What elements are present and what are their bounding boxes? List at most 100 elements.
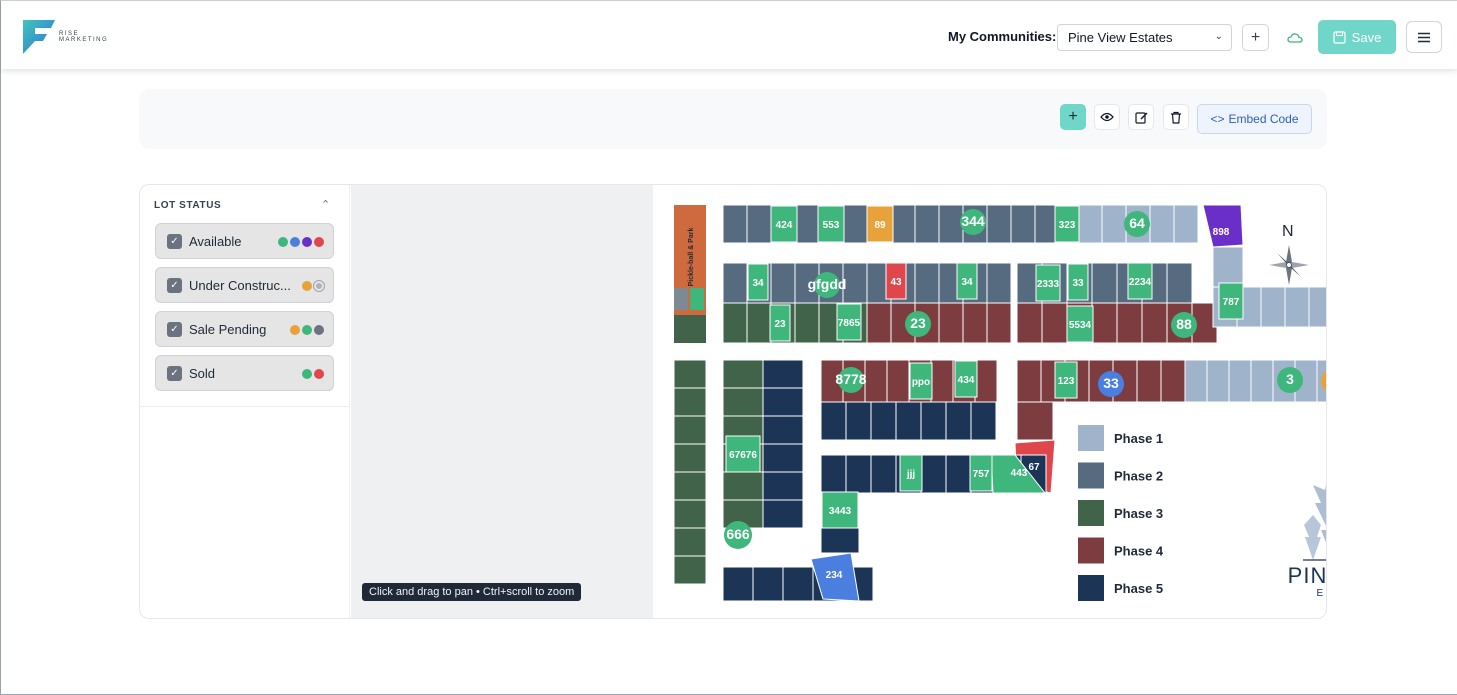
lot-jjj-marker[interactable] bbox=[899, 454, 923, 492]
community-select[interactable]: Pine View Estates ⌄ bbox=[1057, 24, 1232, 51]
lot[interactable] bbox=[762, 359, 804, 389]
cloud-sync-button[interactable] bbox=[1281, 24, 1308, 51]
lot[interactable] bbox=[1228, 359, 1252, 403]
lot[interactable] bbox=[673, 555, 707, 585]
lot[interactable] bbox=[1016, 302, 1043, 344]
lot[interactable] bbox=[673, 499, 707, 529]
lot-424-marker[interactable] bbox=[770, 205, 798, 243]
lot-block[interactable] bbox=[674, 315, 706, 343]
lot-234[interactable] bbox=[810, 552, 860, 602]
lot[interactable] bbox=[845, 454, 872, 494]
lot[interactable] bbox=[870, 454, 897, 494]
lot[interactable] bbox=[794, 204, 820, 244]
rise-marketing-logo[interactable]: RISE MARKETING bbox=[21, 18, 121, 56]
checkbox-checked-icon[interactable]: ✓ bbox=[167, 278, 182, 293]
status-filter-sale-pending[interactable]: ✓ Sale Pending bbox=[155, 311, 334, 347]
lot[interactable] bbox=[920, 401, 947, 441]
lot-label-898[interactable]: 898 bbox=[1213, 227, 1230, 238]
lot[interactable] bbox=[722, 471, 764, 501]
lot[interactable] bbox=[1016, 401, 1054, 441]
save-button[interactable]: Save bbox=[1318, 20, 1396, 54]
add-community-button[interactable]: + bbox=[1242, 24, 1269, 51]
lot[interactable] bbox=[866, 302, 892, 344]
lot-label-323[interactable]: 323 bbox=[1059, 220, 1076, 231]
lot-label-5534[interactable]: 5534 bbox=[1069, 320, 1092, 331]
lot-label-234[interactable]: 234 bbox=[826, 570, 843, 581]
lot-gfgdd-marker[interactable] bbox=[814, 272, 840, 298]
status-filter-available[interactable]: ✓ Available bbox=[155, 223, 334, 259]
lot[interactable] bbox=[986, 302, 1012, 344]
lot-label-34[interactable]: 34 bbox=[752, 278, 764, 289]
lot[interactable] bbox=[986, 204, 1012, 244]
lot[interactable] bbox=[1101, 204, 1127, 244]
lot-43-marker[interactable] bbox=[885, 262, 907, 300]
lot[interactable] bbox=[1250, 359, 1274, 403]
lot[interactable] bbox=[1141, 302, 1168, 344]
lot[interactable] bbox=[673, 527, 707, 557]
lot[interactable] bbox=[986, 262, 1012, 304]
lot[interactable] bbox=[1149, 204, 1175, 244]
lot[interactable] bbox=[945, 401, 972, 441]
delete-button[interactable] bbox=[1163, 104, 1189, 130]
lot[interactable] bbox=[842, 204, 868, 244]
lot[interactable] bbox=[722, 204, 748, 244]
lot[interactable] bbox=[1010, 204, 1036, 244]
lot[interactable] bbox=[1136, 359, 1162, 403]
lot-label-43[interactable]: 43 bbox=[890, 277, 902, 288]
lot[interactable] bbox=[673, 471, 707, 501]
status-filter-under-construction[interactable]: ✓ Under Construc... bbox=[155, 267, 334, 303]
lot-8778-marker[interactable] bbox=[838, 367, 864, 393]
lot-label-7865[interactable]: 7865 bbox=[838, 318, 861, 329]
lot-553-marker[interactable] bbox=[817, 205, 845, 243]
lot[interactable] bbox=[870, 401, 897, 441]
lot-2234-marker[interactable] bbox=[1127, 262, 1153, 300]
lot-label-jjj[interactable]: jjj bbox=[906, 469, 916, 480]
lot-757-marker[interactable] bbox=[969, 454, 993, 492]
preview-button[interactable] bbox=[1094, 104, 1120, 130]
lot-label-34[interactable]: 34 bbox=[961, 277, 973, 288]
lot[interactable] bbox=[1166, 262, 1193, 304]
lot-label-33[interactable]: 33 bbox=[1072, 278, 1084, 289]
lot[interactable] bbox=[762, 387, 804, 417]
lot-123-marker[interactable] bbox=[1054, 361, 1078, 399]
lot[interactable] bbox=[770, 262, 796, 304]
lot-2-marker[interactable] bbox=[1321, 368, 1327, 394]
lot-label-64[interactable]: 64 bbox=[1129, 215, 1145, 231]
lot[interactable] bbox=[1091, 302, 1118, 344]
lot[interactable] bbox=[970, 401, 997, 441]
edit-button[interactable] bbox=[1128, 104, 1154, 130]
lot-3-marker[interactable] bbox=[1277, 367, 1303, 393]
lot[interactable] bbox=[820, 454, 847, 494]
lot-label-443[interactable]: 443 bbox=[1011, 468, 1028, 479]
lot[interactable] bbox=[930, 359, 954, 403]
lot-label-67676[interactable]: 67676 bbox=[729, 450, 757, 461]
map-viewport[interactable]: Pickle-ball & Park 424 553 89 344 323 64 898 34… bbox=[351, 185, 1327, 618]
lot-label-88[interactable]: 88 bbox=[1176, 316, 1192, 332]
lot[interactable] bbox=[752, 566, 784, 602]
lot[interactable] bbox=[762, 415, 804, 445]
lot[interactable] bbox=[722, 359, 764, 389]
lot-label-23[interactable]: 23 bbox=[774, 319, 786, 330]
lot[interactable] bbox=[938, 302, 964, 344]
lot[interactable] bbox=[842, 262, 868, 304]
lot-787-marker[interactable] bbox=[1218, 282, 1244, 320]
status-filter-sold[interactable]: ✓ Sold bbox=[155, 355, 334, 391]
lot[interactable] bbox=[820, 401, 847, 441]
lot[interactable] bbox=[673, 415, 707, 445]
lot-67676-marker[interactable] bbox=[725, 435, 761, 473]
lot-3443-marker[interactable] bbox=[821, 491, 859, 529]
lot-434-marker[interactable] bbox=[954, 360, 978, 398]
lot-344-marker[interactable] bbox=[960, 209, 986, 235]
lot-64-marker[interactable] bbox=[1124, 211, 1150, 237]
lot[interactable] bbox=[762, 471, 804, 501]
lot-23-marker[interactable] bbox=[769, 304, 791, 342]
lot-label-424[interactable]: 424 bbox=[776, 220, 793, 231]
lot-label-344[interactable]: 344 bbox=[961, 213, 985, 229]
lot-323-marker[interactable] bbox=[1054, 205, 1080, 243]
lot[interactable] bbox=[1091, 262, 1118, 304]
lot[interactable] bbox=[746, 204, 772, 244]
add-map-button[interactable]: + bbox=[1060, 104, 1086, 130]
checkbox-checked-icon[interactable]: ✓ bbox=[167, 322, 182, 337]
lot[interactable] bbox=[1173, 204, 1199, 244]
lot[interactable] bbox=[845, 401, 872, 441]
